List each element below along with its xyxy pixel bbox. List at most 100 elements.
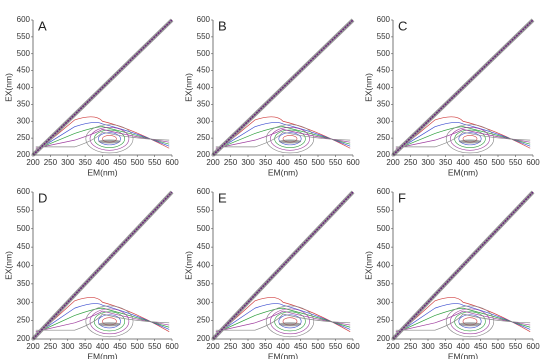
contour-line <box>395 313 531 331</box>
y-tick-label: 550 <box>377 32 391 41</box>
y-tick-label: 550 <box>377 205 391 214</box>
scatter-line <box>32 19 173 156</box>
contour-ring <box>265 124 315 154</box>
y-tick-label: 350 <box>197 279 211 288</box>
x-tick-label: 350 <box>259 158 273 167</box>
contour-line <box>395 131 531 148</box>
y-tick-label: 350 <box>377 279 391 288</box>
y-tick-label: 250 <box>17 133 31 142</box>
x-tick-label: 450 <box>294 342 308 351</box>
panel-label: C <box>398 18 407 33</box>
y-tick-label: 600 <box>377 187 391 196</box>
x-tick-label: 400 <box>96 342 110 351</box>
contour-ring <box>98 314 121 329</box>
x-tick-label: 300 <box>421 342 435 351</box>
x-tick-label: 450 <box>294 158 308 167</box>
y-tick-label: 400 <box>17 83 31 92</box>
panel-label: F <box>398 190 406 205</box>
panel-label: A <box>38 18 47 33</box>
x-tick-label: 450 <box>474 342 488 351</box>
x-tick-label: 400 <box>456 158 470 167</box>
y-axis-label: EX(nm) <box>363 73 373 102</box>
peak <box>458 322 482 327</box>
y-tick-label: 500 <box>377 224 391 233</box>
x-tick-label: 200 <box>386 158 400 167</box>
contour-ring <box>458 132 482 146</box>
y-tick-label: 350 <box>197 99 211 108</box>
contour-ring <box>450 308 490 335</box>
y-tick-label: 400 <box>377 261 391 270</box>
y-tick-label: 300 <box>377 297 391 306</box>
contour-ring <box>89 127 130 151</box>
x-axis-label: EM(nm) <box>268 351 298 359</box>
x-tick-label: 550 <box>148 342 162 351</box>
x-tick-label: 600 <box>526 342 540 351</box>
x-tick-label: 550 <box>329 158 343 167</box>
contour-ring <box>458 314 482 329</box>
x-axis-label: EM(nm) <box>448 167 478 177</box>
scatter-line <box>392 191 534 340</box>
contour-ring <box>445 305 495 338</box>
y-tick-label: 450 <box>197 66 211 75</box>
contour-line <box>215 307 351 334</box>
x-tick-label: 200 <box>206 342 220 351</box>
y-tick-label: 600 <box>17 187 31 196</box>
x-tick-label: 500 <box>311 342 325 351</box>
contour-ring <box>270 308 310 335</box>
contour-ring <box>265 305 315 338</box>
y-axis-label: EX(nm) <box>3 73 13 102</box>
panel-label: B <box>218 18 227 33</box>
y-tick-label: 450 <box>377 242 391 251</box>
x-tick-label: 250 <box>404 342 418 351</box>
y-tick-label: 350 <box>17 279 31 288</box>
y-tick-label: 400 <box>17 261 31 270</box>
contour-line <box>395 310 531 332</box>
y-tick-label: 500 <box>17 224 31 233</box>
y-tick-label: 200 <box>197 334 211 343</box>
x-tick-label: 400 <box>456 342 470 351</box>
x-axis-label: EM(nm) <box>268 167 298 177</box>
x-tick-label: 400 <box>96 158 110 167</box>
contour-ring <box>278 132 302 146</box>
y-tick-label: 200 <box>17 334 31 343</box>
x-tick-label: 500 <box>131 342 145 351</box>
y-tick-label: 200 <box>377 150 391 159</box>
y-tick-label: 500 <box>377 49 391 58</box>
contour-ring <box>98 132 121 146</box>
contour-line <box>215 313 351 331</box>
x-tick-label: 500 <box>311 158 325 167</box>
x-tick-label: 450 <box>113 342 127 351</box>
scatter-line <box>212 19 354 156</box>
y-tick-label: 350 <box>17 99 31 108</box>
contour-line <box>395 307 531 334</box>
contour-ring <box>85 124 134 154</box>
contour-line <box>35 303 170 335</box>
contour-line <box>35 313 170 331</box>
y-tick-label: 500 <box>197 49 211 58</box>
y-tick-label: 600 <box>17 15 31 24</box>
x-tick-label: 300 <box>241 342 255 351</box>
x-tick-label: 450 <box>113 158 127 167</box>
contour-line <box>35 307 170 334</box>
x-tick-label: 250 <box>404 158 418 167</box>
contour-line <box>215 131 351 148</box>
x-tick-label: 600 <box>526 158 540 167</box>
y-tick-label: 250 <box>377 316 391 325</box>
contour-ring <box>85 305 134 338</box>
y-tick-label: 400 <box>197 83 211 92</box>
y-tick-label: 250 <box>197 133 211 142</box>
scatter-line <box>212 191 354 340</box>
y-tick-label: 600 <box>377 15 391 24</box>
x-tick-label: 250 <box>224 158 238 167</box>
y-tick-label: 300 <box>17 116 31 125</box>
y-tick-label: 600 <box>197 15 211 24</box>
x-tick-label: 500 <box>491 158 505 167</box>
contour-line <box>35 131 170 148</box>
x-tick-label: 350 <box>78 158 92 167</box>
x-tick-label: 600 <box>346 158 360 167</box>
scatter-line <box>392 19 534 156</box>
x-tick-label: 200 <box>26 158 40 167</box>
contour-ring <box>278 314 302 329</box>
x-tick-label: 200 <box>26 342 40 351</box>
